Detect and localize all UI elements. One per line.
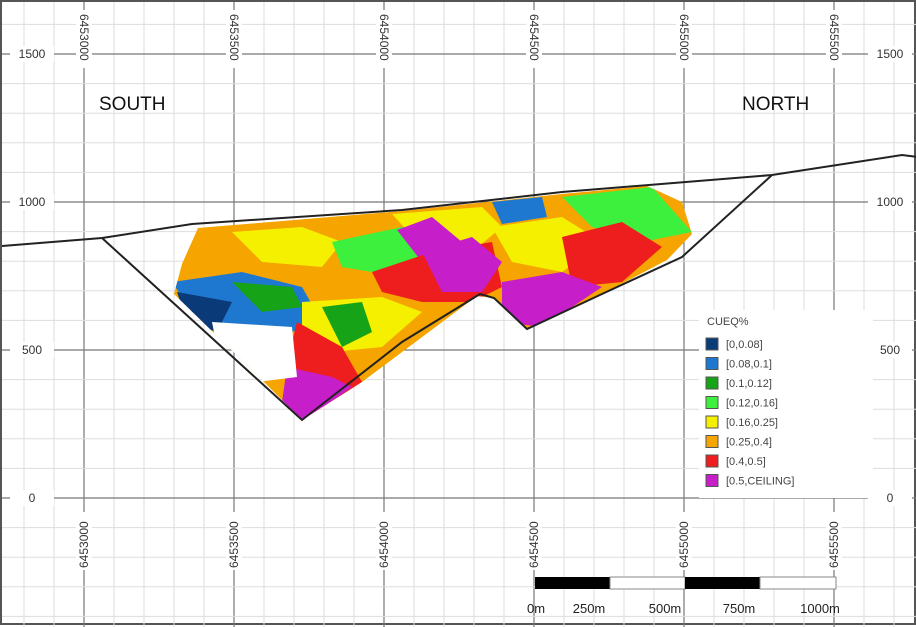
scale-bar: 0m 250m 500m 750m 1000m bbox=[527, 576, 840, 616]
northing-label-top: 6454500 bbox=[527, 14, 541, 61]
elevation-label-left: 500 bbox=[22, 343, 42, 357]
legend-item-label: [0,0.08] bbox=[726, 339, 763, 351]
legend-swatch bbox=[705, 454, 719, 468]
northing-label-top: 6455500 bbox=[827, 14, 841, 61]
legend-swatch bbox=[705, 357, 719, 370]
scale-label: 1000m bbox=[800, 601, 840, 616]
legend-swatch bbox=[705, 376, 719, 390]
legend-item-label: [0.16,0.25] bbox=[726, 417, 778, 429]
legend-swatch bbox=[705, 474, 719, 487]
legend-item-label: [0.25,0.4] bbox=[726, 437, 772, 449]
topography-line bbox=[2, 153, 916, 247]
northing-label-bottom: 6454500 bbox=[527, 521, 541, 568]
scale-label: 250m bbox=[573, 601, 606, 616]
elevation-label-right: 1500 bbox=[877, 47, 904, 61]
northing-label-top: 6454000 bbox=[377, 14, 391, 61]
block-model bbox=[174, 186, 692, 420]
legend-swatch bbox=[705, 396, 719, 409]
legend: CUEQ% [0,0.08] [0.08,0.1] [0.1,0.12] [0.12,… bbox=[699, 310, 873, 498]
elevation-label-right: 0 bbox=[887, 491, 894, 505]
legend-item-label: [0.12,0.16] bbox=[726, 398, 778, 410]
legend-title: CUEQ% bbox=[707, 316, 749, 328]
south-label: SOUTH bbox=[99, 94, 166, 115]
elevation-label-left: 1500 bbox=[19, 47, 46, 61]
legend-swatch bbox=[705, 415, 719, 429]
elevation-label-left: 1000 bbox=[19, 195, 46, 209]
northing-label-bottom: 6455000 bbox=[677, 521, 691, 568]
northing-label-bottom: 6453000 bbox=[77, 521, 91, 568]
legend-item-label: [0.4,0.5] bbox=[726, 456, 766, 468]
legend-swatch bbox=[705, 435, 719, 448]
elevation-label-right: 1000 bbox=[877, 195, 904, 209]
north-label: NORTH bbox=[742, 94, 809, 115]
northing-label-top: 6453500 bbox=[227, 14, 241, 61]
legend-item-label: [0.08,0.1] bbox=[726, 359, 772, 371]
pit-shell-outline bbox=[101, 174, 773, 422]
legend-swatch bbox=[705, 337, 719, 351]
scale-label: 0m bbox=[527, 601, 545, 616]
elevation-label-left: 0 bbox=[29, 491, 36, 505]
northing-label-bottom: 6454000 bbox=[377, 521, 391, 568]
northing-label-top: 6455000 bbox=[677, 14, 691, 61]
northing-label-bottom: 6455500 bbox=[827, 521, 841, 568]
scale-label: 500m bbox=[649, 601, 682, 616]
northing-label-top: 6453000 bbox=[77, 14, 91, 61]
elevation-label-right: 500 bbox=[880, 343, 900, 357]
legend-item-label: [0.1,0.12] bbox=[726, 378, 772, 390]
scale-label: 750m bbox=[723, 601, 756, 616]
legend-item-label: [0.5,CEILING] bbox=[726, 476, 794, 488]
northing-label-bottom: 6453500 bbox=[227, 521, 241, 568]
